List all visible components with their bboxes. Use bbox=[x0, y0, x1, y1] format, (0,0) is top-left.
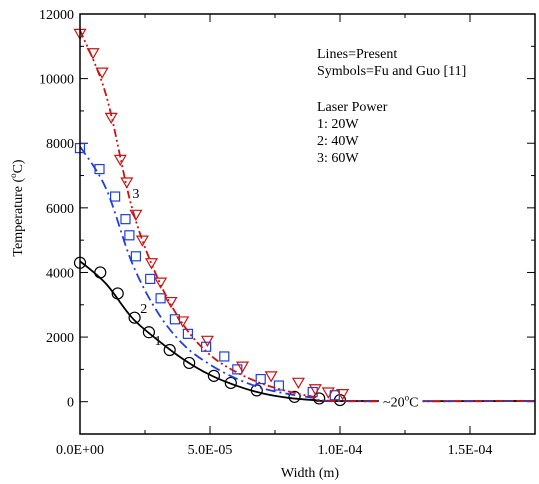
series-1-point bbox=[94, 266, 107, 279]
series-2-point bbox=[124, 230, 135, 241]
series-1: 1 bbox=[73, 256, 536, 407]
series-3-point bbox=[264, 371, 278, 383]
series-1-point bbox=[250, 384, 263, 397]
series-2: 2 bbox=[74, 142, 536, 403]
x-tick-label: 5.0E-05 bbox=[188, 443, 233, 458]
series-2-point bbox=[155, 293, 166, 304]
series-1-point bbox=[207, 369, 220, 382]
ambient-temperature-annotation: ~20oC bbox=[379, 391, 423, 412]
legend-line-2: Symbols=Fu and Guo [11] bbox=[317, 64, 466, 79]
series-3: 3 bbox=[73, 28, 536, 403]
series-3-point bbox=[176, 316, 190, 328]
legend-entry-3: 3: 60W bbox=[317, 151, 359, 166]
series-3-point bbox=[308, 384, 322, 396]
series-1-point bbox=[163, 343, 176, 357]
series-1-label: 1 bbox=[155, 334, 162, 349]
x-axis-title: Width (m) bbox=[281, 466, 339, 481]
legend-entry-2: 2: 40W bbox=[317, 134, 359, 149]
series-1-point bbox=[183, 356, 196, 370]
series-2-label: 2 bbox=[140, 302, 147, 317]
y-axis-title-suffix: C) bbox=[11, 159, 26, 173]
annotation-background bbox=[379, 391, 423, 412]
tick-marks bbox=[79, 13, 535, 435]
annotation-text: ~20oC bbox=[383, 393, 418, 411]
series-1-point bbox=[128, 311, 141, 324]
series-3-point bbox=[135, 235, 149, 247]
y-axis-title: Temperature (oC) bbox=[8, 159, 26, 257]
series-3-point bbox=[336, 389, 350, 401]
series-3-line bbox=[79, 29, 536, 403]
x-tick-label: 1.0E-04 bbox=[318, 443, 363, 458]
series-3-point bbox=[291, 377, 305, 390]
legend: Lines=Present Symbols=Fu and Guo [11] La… bbox=[317, 47, 466, 166]
y-axis-title-superscript: o bbox=[8, 173, 18, 178]
series-3-point bbox=[200, 335, 214, 348]
series-3-point bbox=[120, 177, 134, 189]
series-3-point bbox=[144, 258, 159, 270]
series-1-point bbox=[111, 287, 124, 300]
series-2-point bbox=[120, 214, 131, 225]
series-3-point bbox=[86, 48, 100, 60]
series-3-point bbox=[164, 296, 178, 309]
series-3-point bbox=[95, 67, 109, 79]
series-2-point bbox=[169, 314, 180, 325]
y-tick-label: 0 bbox=[67, 396, 74, 411]
annotation-suffix: C bbox=[409, 396, 418, 411]
series-3-point bbox=[235, 361, 250, 373]
y-tick-label: 10000 bbox=[39, 73, 74, 88]
series-1-point bbox=[288, 390, 301, 403]
series-3-point bbox=[104, 112, 118, 125]
series-2-point bbox=[255, 373, 266, 385]
x-tick-label: 1.5E-04 bbox=[448, 443, 493, 458]
annotation-prefix: ~20 bbox=[383, 396, 405, 411]
series-3-point bbox=[154, 277, 168, 289]
series-3-label: 3 bbox=[132, 187, 139, 202]
series-2-point bbox=[130, 251, 141, 262]
series-2-point bbox=[232, 364, 243, 375]
series-1-point bbox=[224, 376, 237, 390]
legend-line-1: Lines=Present bbox=[317, 47, 397, 62]
y-axis-title-prefix: Temperature ( bbox=[11, 178, 26, 257]
legend-heading: Laser Power bbox=[317, 100, 388, 115]
y-tick-labels: 0 2000 4000 6000 8000 10000 12000 bbox=[39, 8, 74, 411]
series-2-point bbox=[94, 163, 105, 175]
series-2-point bbox=[109, 191, 121, 202]
series-2-point bbox=[182, 328, 193, 339]
series-3-point bbox=[129, 209, 143, 222]
plot-frame bbox=[79, 13, 536, 435]
series-3-point bbox=[113, 154, 127, 167]
y-tick-label: 4000 bbox=[46, 266, 74, 281]
x-tick-labels: 0.0E+00 5.0E-05 1.0E-04 1.5E-04 bbox=[56, 443, 492, 458]
series-1-point bbox=[142, 326, 155, 339]
series-2-point bbox=[219, 351, 230, 362]
x-tick-label: 0.0E+00 bbox=[56, 443, 104, 458]
series-2-point bbox=[145, 273, 156, 285]
y-tick-label: 8000 bbox=[46, 137, 74, 152]
series-2-point bbox=[273, 380, 284, 391]
series-3-point bbox=[321, 387, 335, 399]
y-tick-label: 12000 bbox=[39, 8, 74, 23]
series-1-line bbox=[79, 260, 536, 403]
y-tick-label: 2000 bbox=[46, 331, 74, 346]
y-tick-label: 6000 bbox=[46, 202, 74, 217]
annotation-superscript: o bbox=[405, 393, 410, 403]
legend-entry-1: 1: 20W bbox=[317, 117, 359, 132]
series-group: 1 2 3 bbox=[73, 28, 536, 407]
